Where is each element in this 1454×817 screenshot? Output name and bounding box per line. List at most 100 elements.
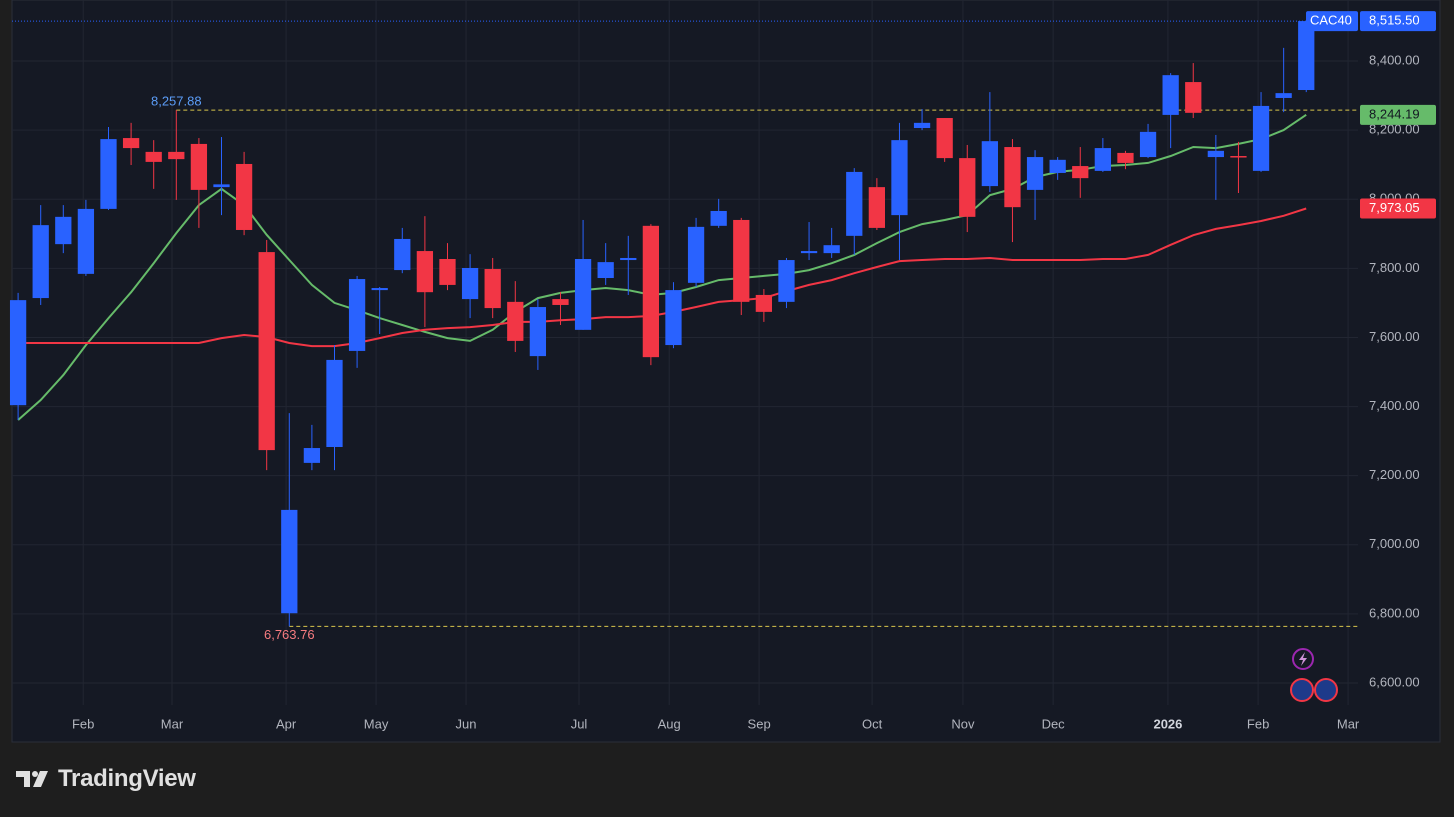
y-tick-label: 6,600.00 — [1369, 674, 1420, 689]
candle-body — [1072, 166, 1089, 179]
candle-body — [755, 294, 773, 312]
chart: 8,257.88 6,763.76 6,600.00 6,800.00 7,000.0… — [9, 0, 1441, 743]
candle-body — [1094, 148, 1111, 171]
candle-body — [529, 307, 547, 357]
x-tick-label: Mar — [161, 716, 184, 731]
series-name-box — [1306, 11, 1358, 32]
candle-body — [665, 290, 682, 346]
candle-body — [846, 171, 863, 236]
candle-body — [620, 257, 637, 261]
candle-body — [77, 208, 95, 274]
candle-body — [642, 225, 660, 358]
brand-name: TradingView — [58, 765, 196, 792]
event-icons — [1290, 648, 1338, 702]
candle-body — [461, 267, 479, 300]
candle-body — [1275, 93, 1292, 98]
chart-panel — [11, 0, 1441, 743]
event-icon[interactable] — [1290, 678, 1314, 702]
candle-body — [55, 216, 72, 245]
candle-body — [687, 226, 705, 283]
candle-body — [1026, 157, 1044, 190]
moving-average-line — [18, 207, 1307, 348]
candle-body — [552, 299, 569, 305]
candle-body — [1162, 75, 1179, 115]
x-tick-label: 2026 — [1153, 716, 1182, 731]
x-tick-label: Sep — [748, 716, 771, 731]
candle-body — [981, 141, 998, 187]
x-tick-label: Oct — [862, 716, 883, 731]
candle-body — [710, 210, 727, 226]
candle-body — [213, 184, 230, 188]
event-icon[interactable] — [1314, 678, 1338, 702]
x-tick-label: Nov — [951, 716, 975, 731]
brand-logo — [16, 771, 48, 787]
candle-body — [1004, 147, 1021, 208]
event-glyph — [1299, 652, 1307, 666]
candle-body — [913, 122, 931, 129]
x-tick-label: Jun — [456, 716, 477, 731]
candle-body — [439, 259, 456, 285]
candle-body — [9, 300, 27, 406]
candle-body — [891, 140, 908, 216]
candle-body — [168, 151, 185, 160]
candle-body — [1049, 159, 1066, 173]
candle-body — [190, 143, 208, 190]
x-tick-label: Aug — [658, 716, 681, 731]
price-label: 7,973.05 — [1369, 200, 1420, 215]
y-tick-label: 8,400.00 — [1369, 52, 1420, 67]
candle-body — [394, 238, 411, 271]
candle-body — [574, 259, 592, 330]
series-name: CAC40 — [1310, 13, 1352, 28]
candle-body — [122, 138, 140, 149]
candle-body — [959, 158, 976, 217]
moving-average-line — [17, 113, 1307, 421]
candle-body — [484, 269, 501, 309]
x-tick-label: Mar — [1337, 716, 1360, 731]
candle-body — [1139, 131, 1157, 158]
x-tick-label: Dec — [1042, 716, 1066, 731]
candle-body — [868, 187, 886, 228]
y-tick-label: 7,200.00 — [1369, 467, 1420, 482]
candle-body — [800, 251, 818, 254]
y-tick-label: 8,200.00 — [1369, 122, 1420, 137]
price-label-box — [1360, 198, 1436, 219]
candle-body — [823, 245, 840, 254]
candle-body — [258, 252, 275, 451]
y-tick-label: 7,400.00 — [1369, 398, 1420, 413]
candle-body — [145, 151, 162, 162]
y-tick-label: 6,800.00 — [1369, 605, 1420, 620]
candle-body — [303, 448, 321, 463]
x-tick-label: Feb — [72, 716, 94, 731]
candle-body — [1252, 105, 1270, 171]
extreme-label: 6,763.76 — [264, 627, 315, 642]
candle-body — [936, 118, 953, 159]
candle-body — [32, 225, 49, 299]
candle-body — [1207, 150, 1224, 158]
x-tick-label: May — [364, 716, 389, 731]
candle-body — [507, 301, 524, 341]
candle-body — [1185, 82, 1202, 113]
price-label-box — [1360, 11, 1436, 32]
candle-body — [1298, 21, 1315, 91]
candle-body — [778, 260, 795, 302]
price-label-box — [1360, 104, 1436, 125]
y-tick-label: 7,800.00 — [1369, 260, 1420, 275]
y-tick-label: 7,600.00 — [1369, 329, 1420, 344]
candle-body — [416, 251, 434, 293]
y-tick-label: 7,000.00 — [1369, 536, 1420, 551]
price-label: 8,244.19 — [1369, 106, 1420, 121]
candle-body — [1117, 152, 1134, 163]
x-tick-label: Apr — [276, 716, 297, 731]
candle-body — [100, 139, 117, 209]
price-label: 8,515.50 — [1369, 13, 1420, 28]
x-tick-label: Feb — [1247, 716, 1269, 731]
brand: TradingView — [16, 762, 196, 796]
candle-body — [733, 219, 750, 302]
candle-body — [371, 288, 388, 291]
candle-body — [597, 262, 614, 279]
candle-body — [281, 509, 298, 614]
candle-body — [235, 163, 253, 230]
candle-body — [348, 279, 366, 351]
candle-body — [326, 359, 343, 447]
